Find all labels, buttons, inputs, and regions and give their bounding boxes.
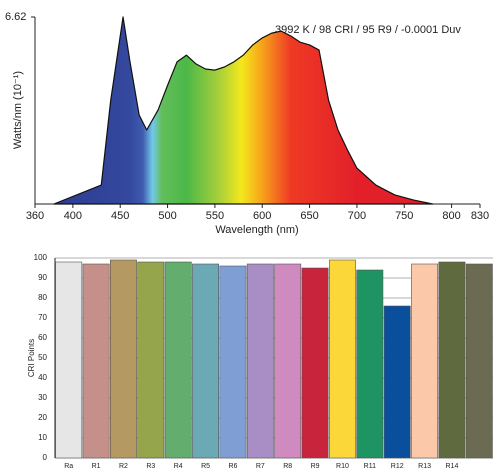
x-tick-label: R2 xyxy=(119,463,128,470)
annotation: 3992 K / 98 CRI / 95 R9 / -0.0001 Duv xyxy=(275,24,461,36)
x-tick-label: 500 xyxy=(158,210,176,222)
x-tick-label: 650 xyxy=(300,210,318,222)
bar xyxy=(465,263,493,459)
x-tick-label: R4 xyxy=(174,463,183,470)
bar xyxy=(411,263,439,459)
x-tick-label: 550 xyxy=(206,210,224,222)
y-tick-label: 40 xyxy=(38,373,47,382)
x-tick-label: R14 xyxy=(446,463,459,470)
x-tick-label: R1 xyxy=(92,463,101,470)
x-tick-label: 700 xyxy=(348,210,366,222)
y-tick-label: 100 xyxy=(34,253,48,262)
bar xyxy=(328,259,356,459)
bar xyxy=(383,305,411,459)
y-tick-label: 10 xyxy=(38,433,47,442)
x-tick-label: 400 xyxy=(64,210,82,222)
x-tick-label: 830 xyxy=(471,210,489,222)
spectrum-area xyxy=(53,16,434,205)
bar xyxy=(55,261,83,459)
bar xyxy=(219,265,247,459)
x-tick-label: 800 xyxy=(442,210,460,222)
bar xyxy=(274,263,302,459)
x-tick-label: R11 xyxy=(364,463,376,470)
y-tick-label: 80 xyxy=(38,293,47,302)
y-tick-label: 60 xyxy=(38,333,47,342)
x-tick-label: R12 xyxy=(391,463,404,470)
x-tick-label: R10 xyxy=(336,463,349,470)
x-tick-label: R8 xyxy=(283,463,292,470)
bar xyxy=(82,263,110,459)
x-tick-label: 600 xyxy=(253,210,271,222)
y-axis-label: CRI Points xyxy=(27,339,36,377)
bar xyxy=(356,269,384,459)
y-tick-label: 70 xyxy=(38,313,47,322)
y-tick-label: 90 xyxy=(38,273,47,282)
x-tick-label: 360 xyxy=(26,210,44,222)
bar xyxy=(246,263,274,459)
bar xyxy=(137,261,165,459)
x-tick-label: R13 xyxy=(418,463,431,470)
bar xyxy=(301,267,329,459)
y-tick-label: 6.62 xyxy=(5,11,26,23)
bar xyxy=(192,263,220,459)
x-tick-label: 450 xyxy=(111,210,129,222)
x-tick-label: R3 xyxy=(146,463,155,470)
x-tick-label: R6 xyxy=(228,463,237,470)
y-axis-label: Watts/nm (10⁻¹) xyxy=(12,71,24,149)
y-tick-label: 50 xyxy=(38,353,47,362)
y-tick-label: 30 xyxy=(38,393,47,402)
bar xyxy=(164,261,192,459)
x-tick-label: 750 xyxy=(395,210,413,222)
y-tick-label: 0 xyxy=(43,453,48,462)
y-tick-label: 20 xyxy=(38,413,47,422)
x-axis-label: Wavelength (nm) xyxy=(215,224,298,236)
x-tick-label: R9 xyxy=(311,463,320,470)
bar xyxy=(438,261,466,459)
x-tick-label: Ra xyxy=(64,463,73,470)
bar xyxy=(109,259,137,459)
x-tick-label: R5 xyxy=(201,463,210,470)
x-tick-label: R7 xyxy=(256,463,265,470)
